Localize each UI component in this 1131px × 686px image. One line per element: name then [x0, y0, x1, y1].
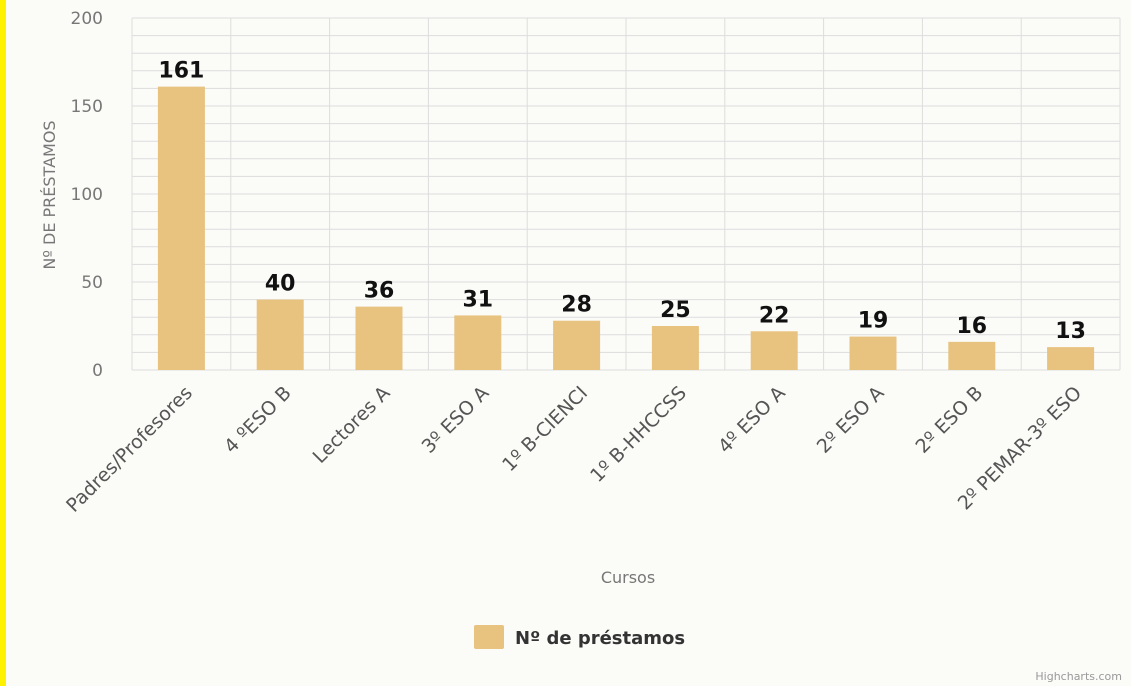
bar[interactable] — [651, 326, 699, 370]
bars — [157, 86, 1095, 370]
bar[interactable] — [454, 315, 502, 370]
data-label: 31 — [462, 287, 493, 312]
x-tick-label: 1º B-CIENCI — [498, 382, 592, 476]
legend-swatch[interactable] — [474, 625, 504, 649]
x-axis-ticks: Padres/Profesores 4 ºESO B Lectores A 3º ES… — [62, 382, 1086, 517]
x-tick-label: 1º B-HHCCSS — [586, 382, 691, 487]
data-label: 13 — [1055, 319, 1086, 344]
y-tick-label: 50 — [81, 273, 103, 293]
x-tick-label: 3º ESO A — [418, 382, 494, 458]
data-label: 36 — [364, 279, 395, 304]
bar[interactable] — [157, 86, 205, 370]
legend[interactable]: Nº de préstamos — [474, 625, 685, 649]
x-tick-label: 4 ºESO B — [220, 382, 296, 458]
bar[interactable] — [849, 336, 897, 370]
x-tick-label: 2º ESO A — [813, 382, 889, 458]
y-tick-label: 0 — [92, 361, 103, 381]
bar[interactable] — [553, 320, 601, 370]
bar[interactable] — [948, 341, 996, 370]
data-label: 16 — [956, 314, 987, 339]
y-axis-ticks: 0 50 100 150 200 — [71, 9, 103, 381]
data-label: 19 — [858, 309, 889, 334]
legend-label[interactable]: Nº de préstamos — [515, 628, 685, 649]
x-tick-label: Padres/Profesores — [62, 382, 197, 517]
y-tick-label: 100 — [71, 185, 103, 205]
data-label: 40 — [265, 272, 296, 297]
data-label: 22 — [759, 303, 790, 328]
credits-link[interactable]: Highcharts.com — [1035, 670, 1122, 683]
y-tick-label: 150 — [71, 97, 103, 117]
x-tick-label: Lectores A — [309, 382, 395, 468]
data-label: 25 — [660, 298, 691, 323]
bar[interactable] — [355, 306, 403, 370]
bar[interactable] — [256, 299, 304, 370]
data-label: 28 — [561, 293, 592, 318]
left-stripe — [0, 0, 6, 686]
y-tick-label: 200 — [71, 9, 103, 29]
bar[interactable] — [750, 331, 798, 370]
bar[interactable] — [1047, 347, 1095, 370]
x-tick-label: 4º ESO A — [714, 382, 790, 458]
x-tick-label: 2º ESO B — [912, 382, 988, 458]
y-axis-title: Nº DE PRÉSTAMOS — [40, 120, 59, 269]
x-axis-title: Cursos — [601, 568, 655, 587]
data-label: 161 — [158, 59, 204, 84]
data-labels: 161 40 36 31 28 25 22 19 16 13 — [158, 59, 1085, 344]
grid-lines — [131, 17, 1121, 371]
